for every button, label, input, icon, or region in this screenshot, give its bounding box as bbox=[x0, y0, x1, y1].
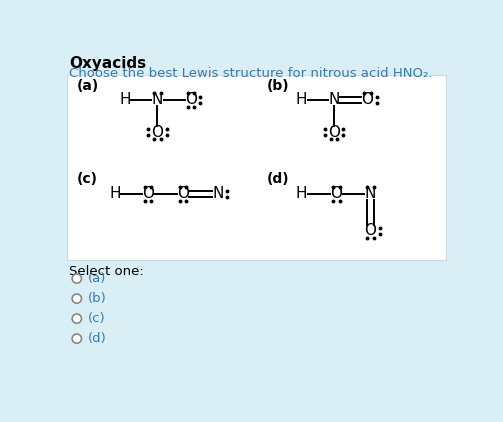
Text: (c): (c) bbox=[77, 171, 98, 186]
Text: Choose the best Lewis structure for nitrous acid HNO₂.: Choose the best Lewis structure for nitr… bbox=[69, 67, 433, 80]
Circle shape bbox=[72, 274, 81, 283]
Text: (c): (c) bbox=[88, 312, 105, 325]
Circle shape bbox=[72, 314, 81, 323]
Text: (b): (b) bbox=[88, 292, 107, 305]
Text: N: N bbox=[212, 187, 223, 201]
Text: O: O bbox=[177, 187, 189, 201]
Text: N: N bbox=[152, 92, 163, 108]
Text: Select one:: Select one: bbox=[69, 265, 144, 279]
FancyBboxPatch shape bbox=[67, 75, 447, 260]
Text: O: O bbox=[362, 92, 373, 108]
Text: N: N bbox=[328, 92, 340, 108]
Text: N: N bbox=[365, 187, 376, 201]
Text: (b): (b) bbox=[267, 79, 289, 93]
Text: O: O bbox=[151, 125, 163, 140]
Text: O: O bbox=[185, 92, 197, 108]
Text: H: H bbox=[119, 92, 131, 108]
Text: H: H bbox=[296, 187, 307, 201]
Text: O: O bbox=[328, 125, 340, 140]
Text: (d): (d) bbox=[88, 332, 107, 345]
Circle shape bbox=[72, 294, 81, 303]
Text: H: H bbox=[296, 92, 307, 108]
Text: O: O bbox=[142, 187, 154, 201]
Text: (a): (a) bbox=[77, 79, 99, 93]
Text: H: H bbox=[109, 187, 121, 201]
Text: (a): (a) bbox=[88, 272, 106, 285]
Text: Oxyacids: Oxyacids bbox=[69, 56, 146, 71]
Text: (d): (d) bbox=[267, 171, 289, 186]
Text: O: O bbox=[365, 223, 377, 238]
Text: O: O bbox=[330, 187, 343, 201]
Circle shape bbox=[72, 334, 81, 343]
